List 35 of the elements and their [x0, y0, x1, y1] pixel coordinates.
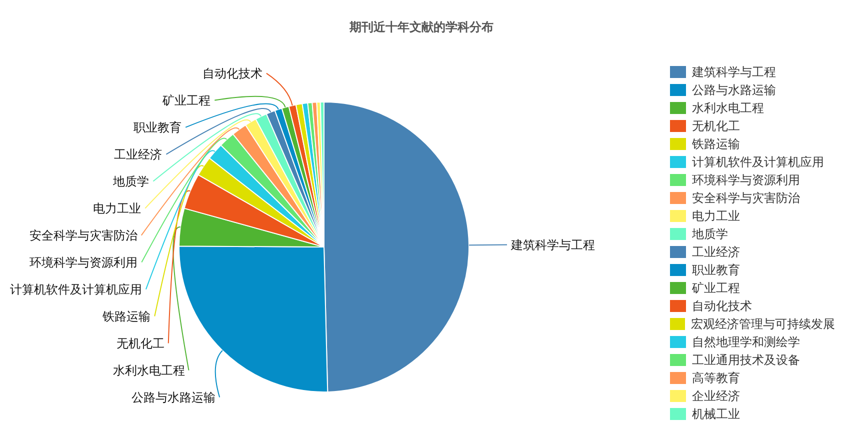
slice-label: 自动化技术	[202, 66, 262, 80]
legend-label: 水利水电工程	[692, 100, 764, 116]
slice-label: 铁路运输	[102, 309, 151, 324]
legend-label: 机械工业	[692, 406, 740, 422]
legend-label: 环境科学与资源利用	[692, 172, 800, 188]
slice-label: 无机化工	[116, 336, 164, 350]
legend-label: 铁路运输	[692, 136, 740, 152]
legend-label: 安全科学与灾害防治	[692, 190, 800, 206]
legend-label: 计算机软件及计算机应用	[692, 154, 824, 170]
legend-label: 自然地理学和测绘学	[692, 334, 800, 350]
slice-label: 工业经济	[114, 147, 162, 162]
legend-label: 建筑科学与工程	[692, 64, 776, 80]
slice-label: 计算机软件及计算机应用	[10, 282, 142, 296]
slice-label: 矿业工程	[162, 93, 211, 108]
slice-label: 安全科学与灾害防治	[29, 228, 138, 242]
legend-label: 企业经济	[692, 388, 740, 404]
legend-label: 职业教育	[692, 262, 740, 278]
slice-label: 电力工业	[93, 201, 142, 216]
legend-label: 矿业工程	[692, 280, 740, 296]
legend-label: 地质学	[692, 226, 728, 242]
legend-label: 工业通用技术及设备	[692, 352, 800, 368]
slice-label: 地质学	[112, 174, 150, 188]
legend-label: 高等教育	[692, 370, 740, 386]
legend-label: 自动化技术	[692, 298, 752, 314]
legend-label: 无机化工	[692, 118, 740, 134]
legend-label: 电力工业	[692, 208, 740, 224]
slice-label: 环境科学与资源利用	[30, 255, 138, 270]
slice-label: 水利水电工程	[112, 363, 185, 378]
legend-label: 公路与水路运输	[692, 82, 776, 98]
slice-label: 职业教育	[134, 120, 182, 134]
legend-label: 工业经济	[692, 244, 740, 260]
chart-title: 期刊近十年文献的学科分布	[348, 19, 494, 36]
slice-label: 公路与水路运输	[132, 390, 216, 404]
legend-label: 宏观经济管理与可持续发展	[691, 316, 835, 332]
slice-label: 建筑科学与工程	[510, 238, 595, 252]
